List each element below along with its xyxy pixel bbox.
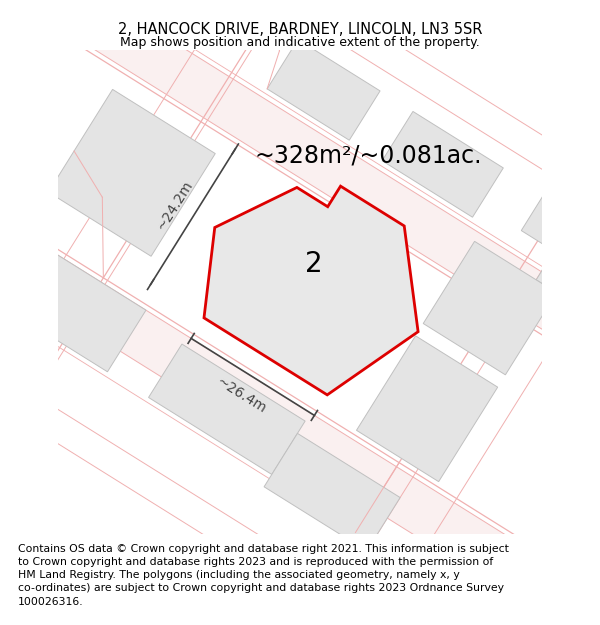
Polygon shape — [149, 344, 305, 474]
Polygon shape — [23, 0, 600, 416]
Polygon shape — [382, 111, 503, 218]
Polygon shape — [423, 241, 557, 375]
Text: ~328m²/~0.081ac.: ~328m²/~0.081ac. — [255, 143, 482, 167]
Text: ~26.4m: ~26.4m — [214, 374, 269, 416]
Text: Contains OS data © Crown copyright and database right 2021. This information is : Contains OS data © Crown copyright and d… — [18, 544, 509, 606]
Polygon shape — [0, 233, 146, 372]
Text: Map shows position and indicative extent of the property.: Map shows position and indicative extent… — [120, 36, 480, 49]
Polygon shape — [267, 39, 380, 140]
Polygon shape — [536, 251, 600, 318]
Polygon shape — [356, 336, 497, 482]
Text: ~24.2m: ~24.2m — [154, 178, 195, 232]
Polygon shape — [0, 169, 577, 621]
Polygon shape — [250, 212, 377, 338]
Polygon shape — [204, 186, 418, 395]
Polygon shape — [264, 433, 400, 551]
Text: 2: 2 — [305, 250, 323, 278]
Text: 2, HANCOCK DRIVE, BARDNEY, LINCOLN, LN3 5SR: 2, HANCOCK DRIVE, BARDNEY, LINCOLN, LN3 … — [118, 22, 482, 37]
Polygon shape — [49, 89, 215, 256]
Polygon shape — [521, 186, 600, 289]
